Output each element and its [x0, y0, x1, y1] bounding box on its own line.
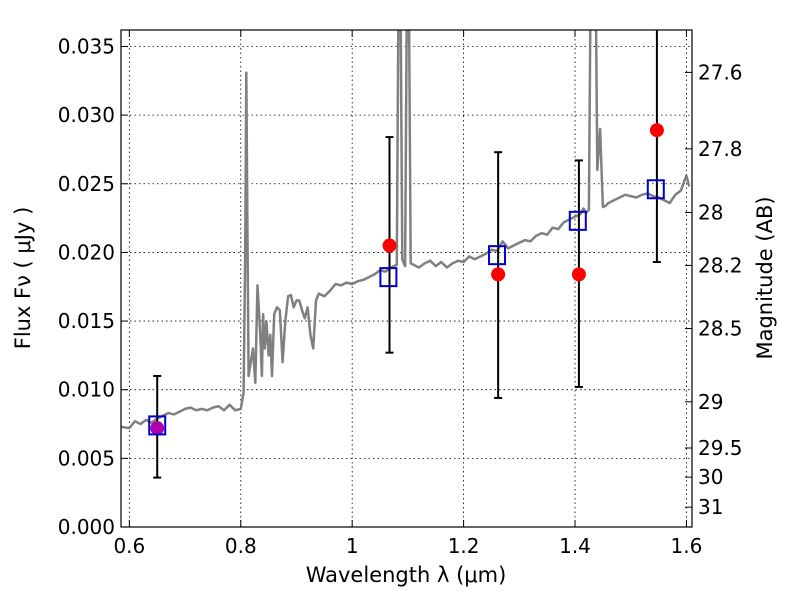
x-tick-label: 0.6 — [113, 534, 145, 558]
x-tick-label: 1 — [346, 534, 359, 558]
model-point — [148, 415, 167, 436]
magnitude-tick-label: 30 — [698, 465, 723, 489]
x-tick-label: 1.2 — [448, 534, 480, 558]
magnitude-tick-label: 28 — [698, 200, 723, 224]
y-tick-label: 0.035 — [58, 34, 115, 58]
magnitude-tick-label: 28.5 — [698, 317, 743, 341]
y-tick-label: 0.005 — [58, 446, 115, 470]
y-axis-label: Flux Fν ( μJy ) — [11, 207, 35, 350]
magnitude-tick-labels: 27.6 27.8 28 28.2 28.5 29 29.5 30 31 — [698, 60, 743, 519]
magnitude-tick-label: 29.5 — [698, 436, 743, 460]
observed-point — [150, 421, 165, 436]
magnitude-tick-label: 27.8 — [698, 137, 743, 161]
x-tick-label: 0.8 — [225, 534, 257, 558]
x-tick-label: 1.4 — [559, 534, 591, 558]
observed-point — [382, 238, 397, 253]
model-point — [646, 179, 665, 200]
observed-point — [571, 267, 586, 282]
y-tick-label: 0.020 — [58, 240, 115, 264]
y-tick-label: 0.030 — [58, 103, 115, 127]
model-point — [379, 267, 398, 288]
y-tick-label: 0.025 — [58, 172, 115, 196]
y-tick-label: 0.015 — [58, 309, 115, 333]
magnitude-tick-label: 29 — [698, 390, 723, 414]
model-spectrum-line — [121, 30, 691, 430]
y-tick-label: 0.000 — [58, 515, 115, 539]
magnitude-tick-label: 31 — [698, 495, 723, 519]
model-point — [568, 210, 587, 231]
x-axis-label: Wavelength λ (μm) — [306, 563, 507, 587]
observed-point — [649, 123, 664, 138]
y-tick-labels: 0.000 0.005 0.010 0.015 0.020 0.025 0.030 0.035 — [58, 34, 115, 539]
magnitude-axis-label: Magnitude (AB) — [753, 196, 777, 359]
y-tick-label: 0.010 — [58, 378, 115, 402]
plot-frame — [120, 29, 693, 528]
observed-point — [491, 267, 506, 282]
magnitude-tick-label: 28.2 — [698, 253, 743, 277]
x-tick-labels: 0.6 0.8 1 1.2 1.4 1.6 — [113, 534, 702, 558]
observed-points — [150, 123, 664, 436]
model-photometry-points — [148, 179, 665, 436]
x-tick-label: 1.6 — [671, 534, 703, 558]
plot-area — [121, 30, 691, 479]
grid-lines — [121, 30, 692, 527]
magnitude-tick-label: 27.6 — [698, 60, 743, 84]
axis-ticks — [121, 30, 692, 528]
model-point — [488, 245, 507, 266]
